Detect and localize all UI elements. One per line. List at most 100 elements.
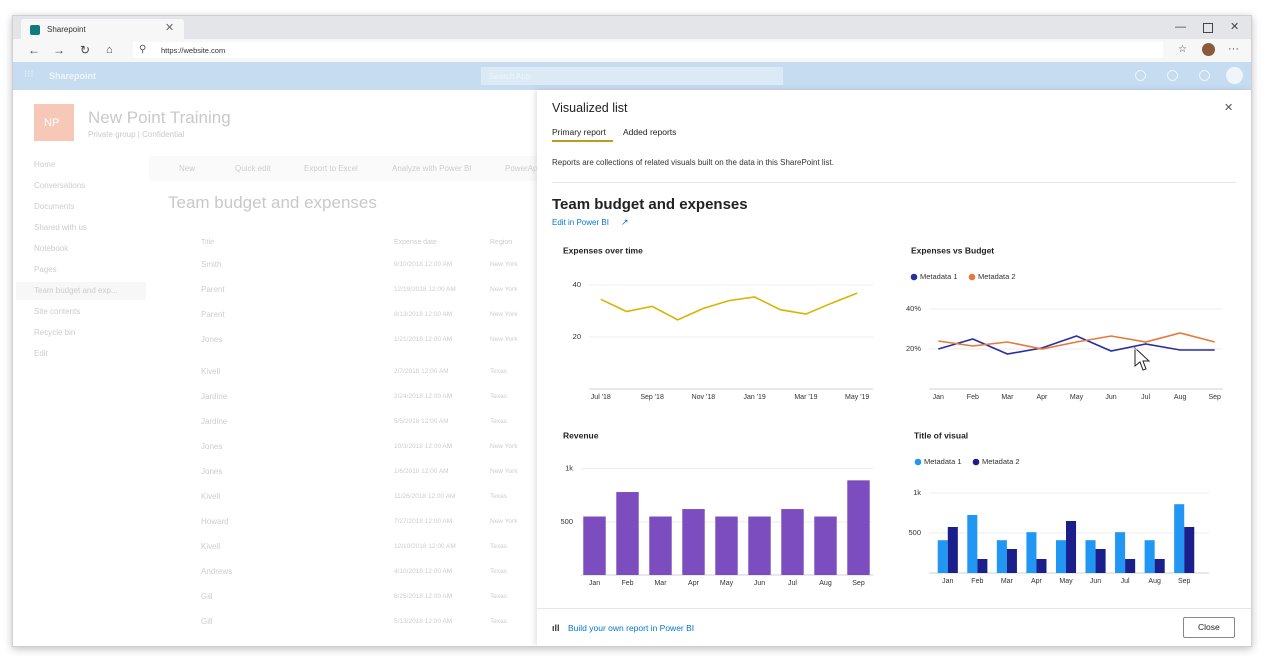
cell: New York [490,311,518,318]
cell-title: Parent [201,285,225,294]
x-tick-label: Mar '19 [794,394,817,401]
window-close[interactable]: ✕ [1230,21,1240,33]
tab-strip [13,16,1251,39]
close-button[interactable] [1183,617,1235,638]
more-button[interactable]: ··· [1228,43,1239,55]
cell: 4/10/2018 12:00 AM [394,568,453,575]
home-button[interactable]: ⌂ [106,44,113,56]
cell: 1/21/2018 12:00 AM [394,336,453,343]
list-title: Team budget and expenses [168,193,377,212]
minimize[interactable]: — [1175,21,1186,33]
nav-item: Site contents [34,307,81,316]
x-tick-label: Jan [933,394,944,401]
cell: New York [490,443,518,450]
cell: New York [490,336,518,343]
y-tick-label: 40 [573,280,581,289]
toolbar-item: Quick edit [235,164,271,173]
chart-title: Revenue [563,430,599,440]
panel-description: Reports are collections of related visua… [552,158,834,167]
site-subtitle: Private group | Confidential [88,130,185,139]
x-tick-label: Sep [1208,394,1221,401]
legend-swatch [910,273,918,281]
panel-close[interactable]: ✕ [1224,102,1234,114]
favorites-button[interactable]: ☆ [1178,44,1187,55]
chart-title: Title of visual [914,430,968,440]
x-tick-label: Jul '18 [591,394,611,401]
x-tick-label: Sep [852,580,865,587]
chart-title: Expenses vs Budget [911,245,994,255]
url-field[interactable] [133,42,1163,58]
refresh-button[interactable]: ↻ [80,43,91,57]
legend-label: Metadata 1 [920,272,958,281]
nav-item: Home [34,160,56,169]
cell: 10/3/2018 12:00 AM [394,443,453,450]
nav-item: Recycle bin [34,328,76,337]
x-tick-label: Jun [1105,394,1116,401]
cell-title: Parent [201,310,225,319]
tab-icon [30,25,40,35]
cell: Texas [490,418,507,425]
nav-item: Edit [34,349,48,358]
cell-title: Smith [201,260,222,269]
bar [977,559,988,573]
x-tick-label: Sep '18 [640,394,664,401]
maximize[interactable] [1203,23,1213,33]
nav-item: Notebook [34,244,69,253]
x-tick-label: Feb [967,394,979,401]
tab-primary[interactable]: Primary report [552,127,606,137]
x-tick-label: Feb [971,578,983,585]
column-header: Region [490,239,513,246]
profile-avatar[interactable] [1202,43,1215,56]
bar [1115,532,1126,573]
cell: 5/13/2018 12:00 AM [394,618,453,625]
close-button-label: Close [1198,622,1220,632]
cursor [1134,347,1151,371]
back-button[interactable]: ← [28,43,40,57]
search-icon: ⚲ [139,44,147,55]
legend-label: Metadata 2 [982,457,1020,466]
bar [1085,540,1096,573]
user-avatar[interactable] [1226,67,1243,84]
bar [748,516,771,575]
x-tick-label: May [720,580,734,587]
forward-button[interactable]: → [53,43,65,57]
app-launcher[interactable]: ⁝⁝⁝ [24,69,34,80]
app-icon[interactable] [1167,70,1178,81]
x-tick-label: Apr [688,580,700,587]
cell: Texas [490,618,507,625]
x-tick-label: Jan '19 [743,394,765,401]
x-tick-label: Jul [1141,394,1150,401]
line [600,292,858,321]
y-tick-label: 40% [906,304,921,313]
bar [1154,559,1165,573]
tab-close[interactable]: ✕ [165,22,175,34]
edit-link[interactable]: Edit in Power BI [552,218,609,227]
x-tick-label: Aug [819,580,832,587]
bar [996,540,1007,573]
app-icon[interactable] [1199,70,1210,81]
bar [1125,559,1136,573]
x-tick-label: Aug [1174,394,1187,401]
powerbi-icon: ıll [552,623,560,633]
nav-selected [16,282,146,300]
tab[interactable] [21,19,184,39]
footer-link[interactable]: Build your own report in Power BI [568,623,695,633]
legend-swatch [968,273,976,281]
x-tick-label: Apr [1036,394,1048,401]
bar [1036,559,1047,573]
app-icon[interactable] [1135,70,1146,81]
cell: Texas [490,543,507,550]
cell: 2/7/2018 12:00 AM [394,368,449,375]
bar [583,516,606,575]
bar [649,516,672,575]
bar [1184,527,1195,573]
tab-added[interactable]: Added reports [623,127,677,137]
cell: 9/10/2018 12:00 AM [394,261,453,268]
tab-underline [552,140,613,142]
cell: 11/26/2018 12:00 AM [394,493,456,500]
search-box[interactable] [481,67,783,85]
bar [1026,532,1037,573]
bar [1055,540,1066,573]
chart-title: Expenses over time [563,245,643,255]
